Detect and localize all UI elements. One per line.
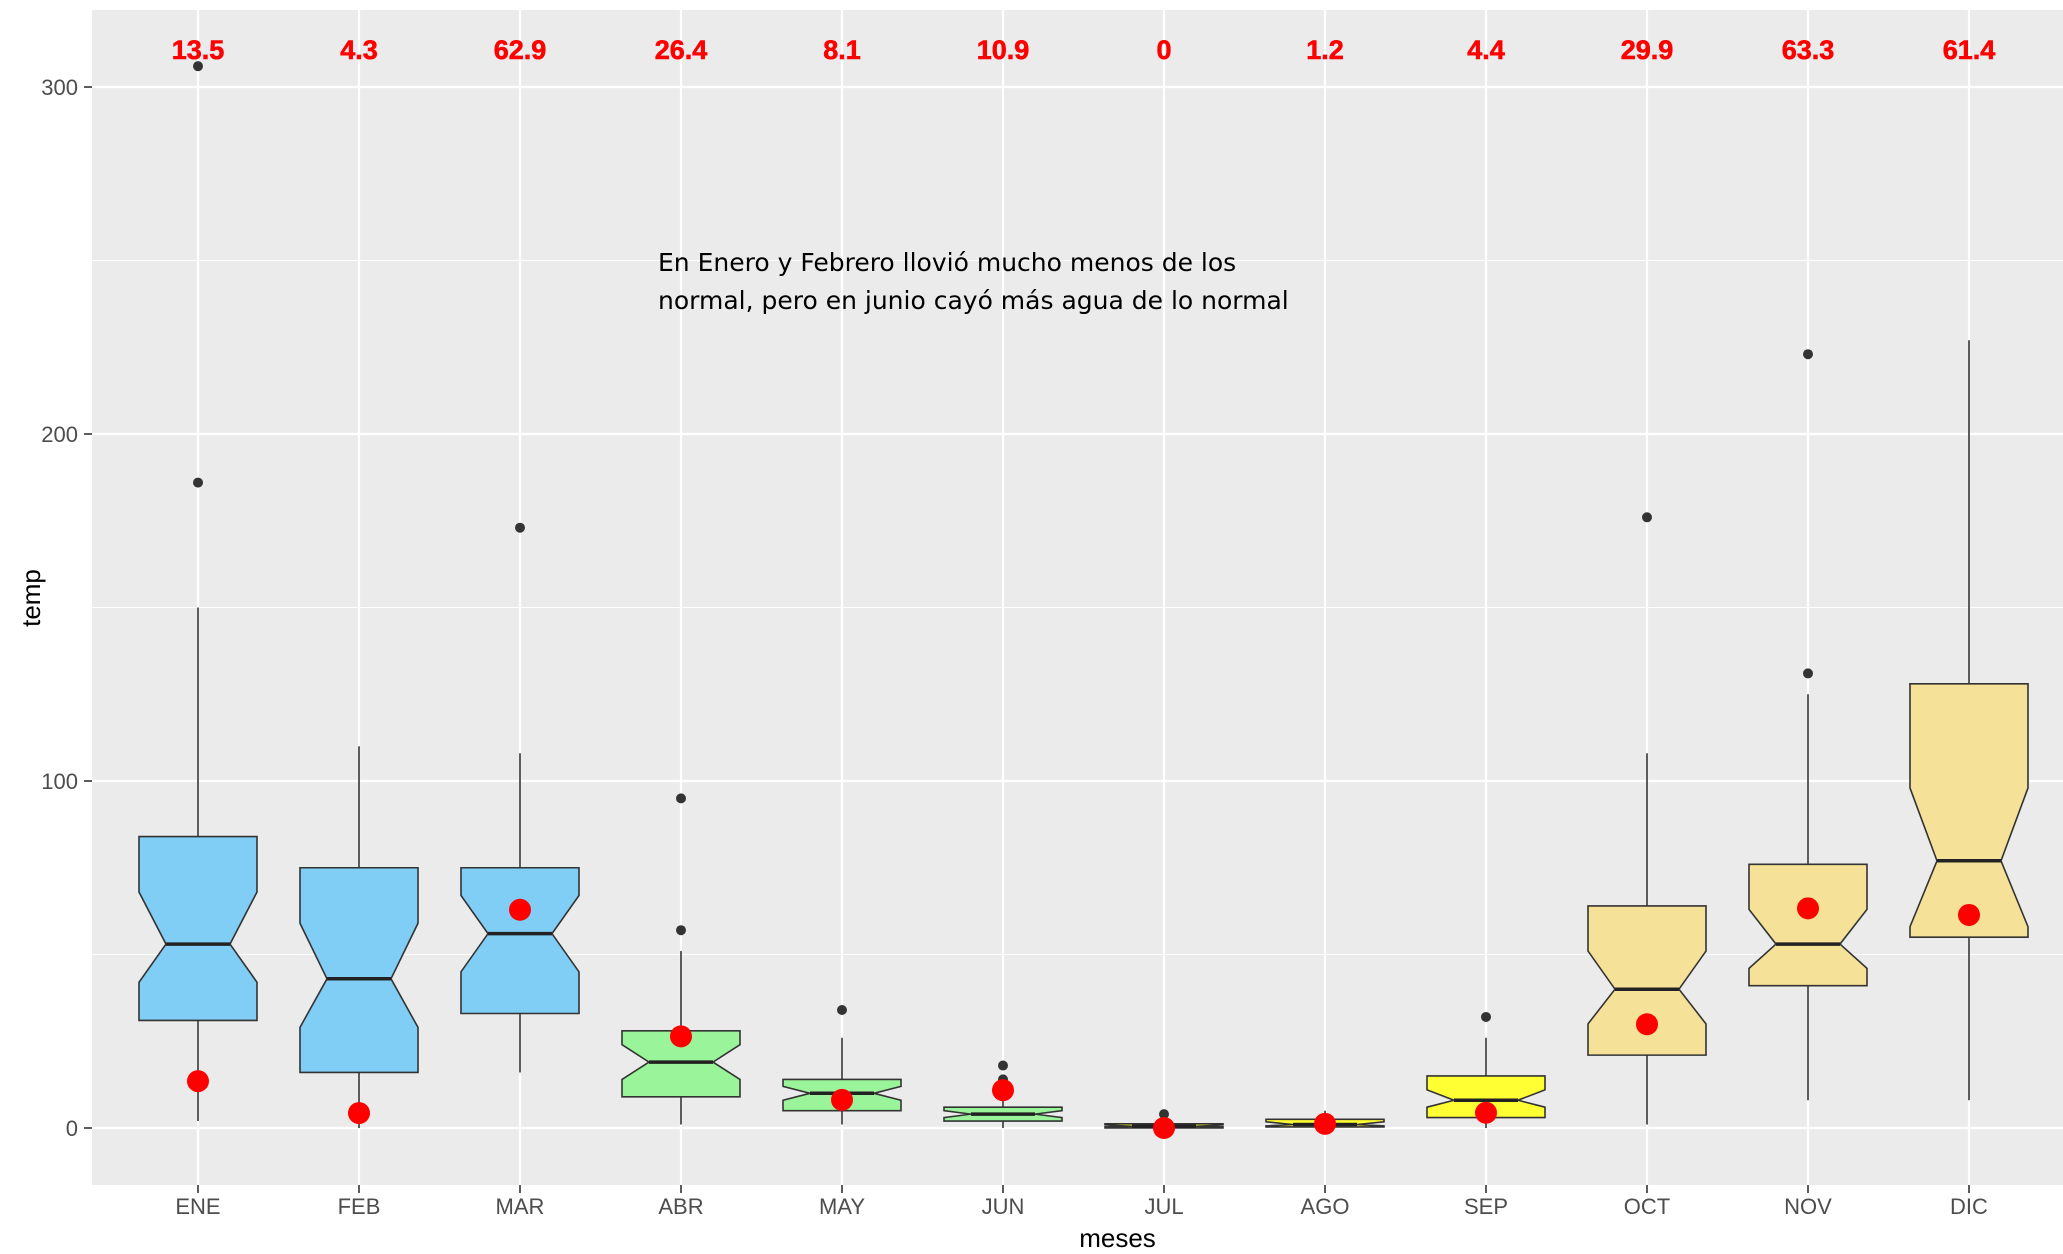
box-body <box>460 866 580 1015</box>
box-jul <box>1104 1109 1224 1139</box>
y-tick-label: 0 <box>66 1116 78 1141</box>
y-tick-label: 300 <box>41 75 78 100</box>
box-jun <box>943 1060 1063 1128</box>
box-feb <box>299 746 419 1128</box>
x-tick-label: MAR <box>496 1194 545 1219</box>
box-abr <box>621 793 741 1125</box>
box-sep <box>1426 1011 1546 1128</box>
box-ene <box>138 61 258 1122</box>
box-body <box>1909 683 2029 938</box>
box-ago <box>1265 1110 1385 1135</box>
boxes <box>138 61 2029 1139</box>
outlier-point <box>1803 349 1813 360</box>
box-body <box>1748 863 1868 987</box>
x-tick-label: JUN <box>982 1194 1025 1219</box>
outlier-point <box>193 477 203 488</box>
highlight-point <box>1797 897 1819 920</box>
outlier-point <box>1481 1011 1491 1022</box>
box-body <box>138 835 258 1022</box>
x-tick-label: ENE <box>175 1194 220 1219</box>
top-value-label: 1.2 <box>1306 35 1344 65</box>
highlight-point <box>992 1079 1014 1102</box>
top-value-label: 4.3 <box>340 35 378 65</box>
top-value-label: 10.9 <box>977 35 1030 65</box>
x-tick-label: NOV <box>1784 1194 1832 1219</box>
x-tick-label: JUL <box>1144 1194 1183 1219</box>
highlight-point <box>1636 1013 1658 1036</box>
y-axis-title: temp <box>16 569 46 627</box>
outlier-point <box>998 1060 1008 1071</box>
x-tick-label: OCT <box>1624 1194 1670 1219</box>
top-value-label: 4.4 <box>1467 35 1505 65</box>
outlier-point <box>837 1005 847 1016</box>
box-dic <box>1909 340 2029 1101</box>
y-tick-label: 100 <box>41 769 78 794</box>
highlight-point <box>1958 903 1980 926</box>
axes: 0 100 200 300 ENE FEB MAR ABR MAY JUN JUL AGO SEP OCT… <box>41 75 1988 1219</box>
outlier-point <box>515 522 525 533</box>
highlight-point <box>187 1070 209 1093</box>
annotation-line-1: En Enero y Febrero llovió mucho menos de… <box>658 248 1237 277</box>
highlight-point <box>1314 1112 1336 1135</box>
x-axis-title: meses <box>1079 1223 1156 1253</box>
box-body <box>299 866 419 1074</box>
top-value-label: 63.3 <box>1782 35 1835 65</box>
highlight-point <box>670 1025 692 1048</box>
chart-annotation: En Enero y Febrero llovió mucho menos de… <box>658 244 1378 320</box>
outlier-point <box>676 925 686 936</box>
top-value-label: 26.4 <box>655 35 708 65</box>
y-tick-label: 200 <box>41 422 78 447</box>
x-tick-label: AGO <box>1301 1194 1350 1219</box>
x-tick-label: DIC <box>1950 1194 1988 1219</box>
top-value-label: 13.5 <box>172 35 225 65</box>
highlight-point <box>831 1088 853 1111</box>
x-tick-label: SEP <box>1464 1194 1508 1219</box>
plot-panel <box>92 10 2063 1185</box>
outlier-point <box>1803 668 1813 679</box>
x-tick-label: MAY <box>819 1194 865 1219</box>
box-body <box>1426 1075 1546 1119</box>
outlier-point <box>676 793 686 804</box>
box-oct <box>1587 512 1707 1125</box>
highlight-point <box>348 1102 370 1125</box>
top-value-label: 0 <box>1156 35 1171 65</box>
x-tick-label: FEB <box>338 1194 381 1219</box>
box-nov <box>1748 349 1868 1101</box>
box-mar <box>460 522 580 1073</box>
box-body <box>1587 905 1707 1056</box>
annotation-line-2: normal, pero en junio cayó más agua de l… <box>658 286 1289 315</box>
highlight-point <box>1153 1117 1175 1139</box>
top-value-label: 29.9 <box>1621 35 1674 65</box>
x-tick-label: ABR <box>658 1194 703 1219</box>
top-value-label: 62.9 <box>494 35 547 65</box>
top-value-labels: 13.5 4.3 62.9 26.4 8.1 10.9 0 1.2 4.4 29.9 63.3 61.… <box>171 35 1996 66</box>
outlier-point <box>193 61 203 72</box>
outlier-point <box>1159 1109 1169 1120</box>
highlight-point <box>509 898 531 921</box>
outlier-point <box>1642 512 1652 523</box>
top-value-label: 61.4 <box>1943 35 1996 65</box>
highlight-point <box>1475 1101 1497 1124</box>
box-may <box>782 1005 902 1125</box>
top-value-label: 8.1 <box>823 35 861 65</box>
